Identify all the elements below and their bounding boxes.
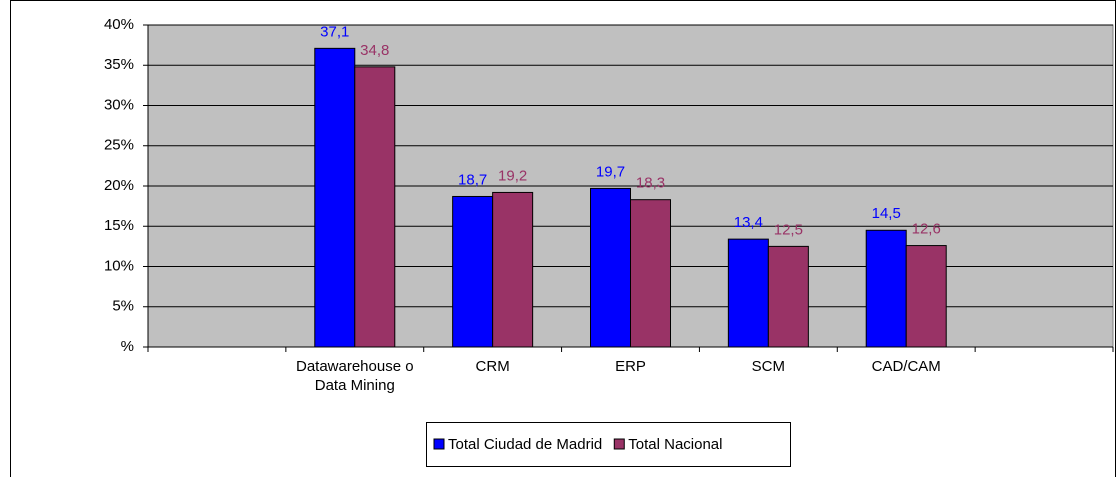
bar [314,47,356,348]
y-tick-label: 5% [112,298,134,315]
bar [590,187,631,348]
y-tick-label: 10% [104,257,134,274]
data-label: 34,8 [360,42,389,59]
bar [767,245,809,348]
y-tick-label: % [121,338,134,355]
y-tick-label: 25% [104,137,134,154]
data-label: 13,4 [734,214,763,231]
x-tick-label: ERP [615,358,646,375]
bar [354,66,396,348]
y-tick-label: 35% [104,56,134,73]
bar [865,229,907,348]
bar [727,238,769,348]
legend-label: Total Nacional [628,436,722,453]
x-tick-label: CRM [475,358,510,375]
data-label: 19,2 [498,167,527,184]
legend-label: Total Ciudad de Madrid [448,436,602,453]
legend-box [426,422,791,467]
x-tick-label: CAD/CAM [871,358,941,375]
bar [630,199,671,348]
legend-swatch [433,438,445,450]
y-tick-label: 40% [104,16,134,33]
data-label: 12,5 [774,221,803,238]
data-label: 14,5 [872,205,901,222]
data-label: 18,7 [458,171,487,188]
data-label: 19,7 [596,163,625,180]
y-tick-label: 15% [104,217,134,234]
bar [905,245,947,348]
y-tick-label: 20% [104,177,134,194]
data-label: 37,1 [320,23,349,40]
bar [492,191,534,348]
y-tick-label: 30% [104,96,134,113]
legend-swatch [613,438,625,450]
data-label: 12,6 [912,221,941,238]
bar [452,195,494,348]
x-tick-label: SCM [751,358,786,375]
x-tick-label: Datawarehouse o Data Mining [295,358,414,394]
data-label: 18,3 [636,175,665,192]
